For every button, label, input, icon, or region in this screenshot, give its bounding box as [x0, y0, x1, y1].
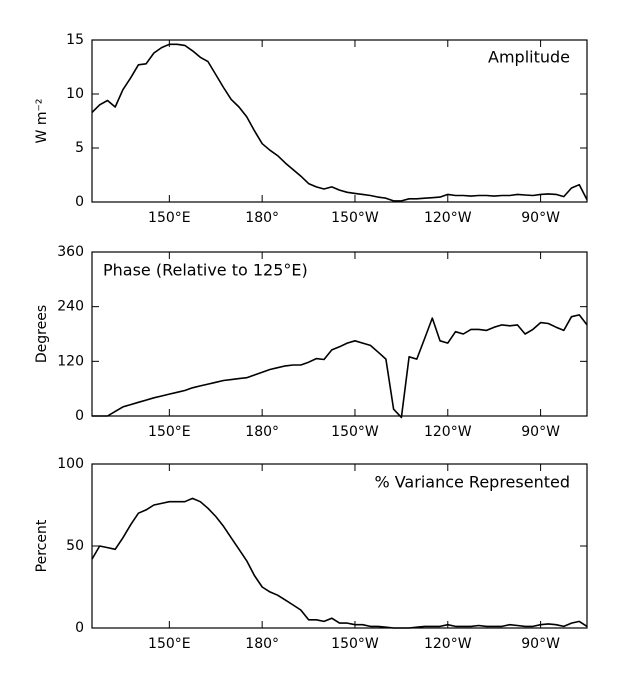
- x-tick-label: 90°W: [521, 636, 560, 652]
- x-tick-label: 90°W: [521, 424, 560, 440]
- y-tick-label: 0: [75, 408, 84, 424]
- x-tick-label: 150°W: [331, 210, 379, 226]
- x-tick-label: 90°W: [521, 210, 560, 226]
- y-tick-label: 100: [57, 456, 84, 472]
- y-tick-label: 0: [75, 620, 84, 636]
- y-tick-label: 120: [57, 353, 84, 369]
- x-tick-label: 120°W: [424, 210, 472, 226]
- y-axis-label: Degrees: [34, 305, 50, 363]
- x-tick-label: 180°: [245, 424, 279, 440]
- x-tick-label: 150°E: [148, 636, 191, 652]
- x-tick-label: 150°W: [331, 636, 379, 652]
- y-tick-label: 360: [57, 244, 84, 260]
- x-tick-label: 180°: [245, 636, 279, 652]
- y-tick-label: 10: [66, 86, 84, 102]
- y-tick-label: 15: [66, 32, 84, 48]
- x-tick-label: 150°E: [148, 424, 191, 440]
- y-tick-label: 0: [75, 194, 84, 210]
- y-tick-label: 5: [75, 140, 84, 156]
- x-tick-label: 120°W: [424, 636, 472, 652]
- y-tick-label: 50: [66, 538, 84, 554]
- x-tick-label: 150°E: [148, 210, 191, 226]
- data-line: [91, 497, 588, 629]
- plot-frame: [91, 39, 588, 203]
- panel-title: % Variance Represented: [374, 473, 570, 492]
- y-axis-label: Percent: [34, 519, 50, 572]
- y-axis-label: W m⁻²: [34, 99, 50, 144]
- x-tick-label: 150°W: [331, 424, 379, 440]
- data-line: [91, 43, 588, 202]
- x-tick-label: 120°W: [424, 424, 472, 440]
- data-line: [92, 314, 588, 419]
- panel-title: Phase (Relative to 125°E): [103, 261, 308, 280]
- panel-title: Amplitude: [488, 48, 570, 67]
- plot-frame: [91, 251, 588, 417]
- x-tick-label: 180°: [245, 210, 279, 226]
- y-tick-label: 240: [57, 299, 84, 315]
